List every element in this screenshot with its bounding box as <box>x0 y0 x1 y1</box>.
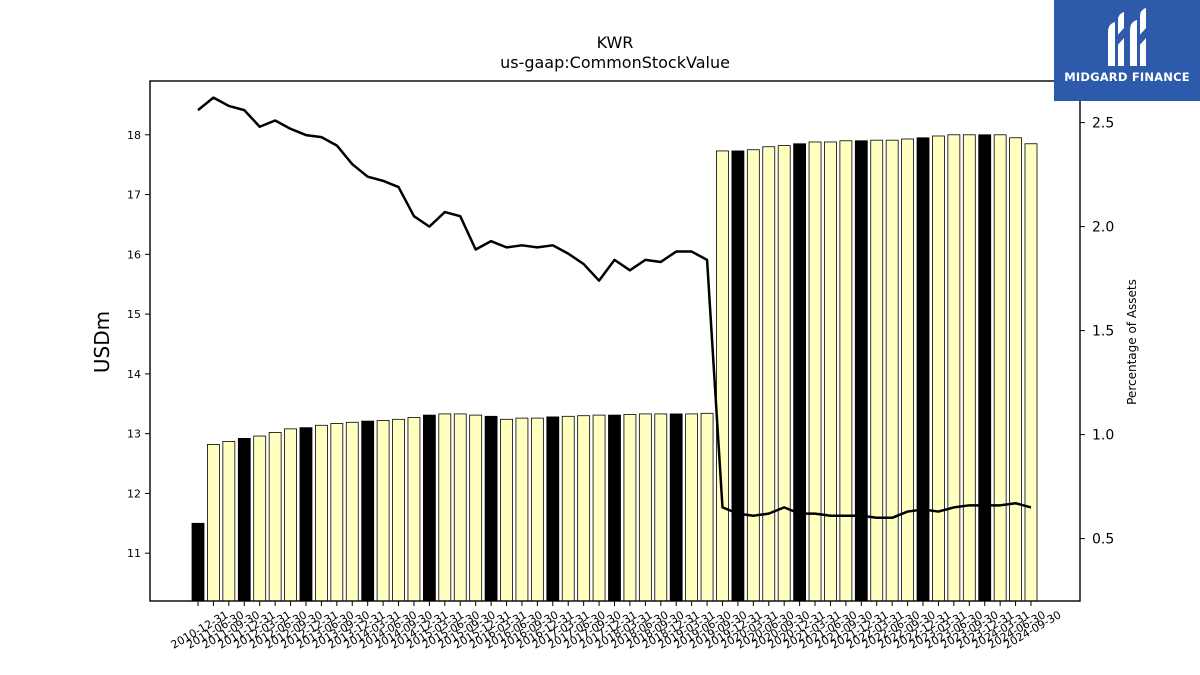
bar <box>993 134 1007 602</box>
bar <box>654 413 668 602</box>
bar <box>299 427 313 602</box>
y2-tick-label: 2.5 <box>1092 116 1114 132</box>
bar <box>824 141 837 602</box>
bar <box>500 418 513 602</box>
y-tick-label: 15 <box>127 308 141 321</box>
bar <box>777 145 791 602</box>
logo-mark-icon <box>1108 8 1146 66</box>
y2-tick-label: 2.0 <box>1092 220 1114 236</box>
bar <box>746 149 760 602</box>
bar <box>530 417 544 602</box>
y-tick-label: 14 <box>127 368 141 381</box>
bar <box>839 140 853 602</box>
bar <box>253 435 267 602</box>
line-group <box>197 96 1032 520</box>
y-axis-label: USDm <box>90 311 114 373</box>
bar <box>901 138 914 602</box>
bar <box>438 413 452 602</box>
bar <box>577 415 591 602</box>
x-axis: 2010-12-312011-06-302011-09-302011-12-31… <box>169 601 1064 652</box>
bar <box>484 415 498 602</box>
bar <box>469 414 483 602</box>
bar <box>638 413 652 602</box>
bar <box>237 438 251 602</box>
bar <box>546 416 560 602</box>
bar <box>268 432 282 602</box>
bar <box>392 418 405 602</box>
y-tick-label: 12 <box>127 487 141 500</box>
y2-axis-label: Percentage of Assets <box>1125 279 1139 405</box>
y2-tick-label: 1.0 <box>1092 428 1114 444</box>
bar <box>453 413 467 602</box>
bar <box>284 428 297 602</box>
series-line <box>197 96 1032 520</box>
bar <box>947 134 961 602</box>
bar <box>685 413 699 602</box>
y-axis-left: 11 12 13 14 15 16 17 18 <box>127 129 150 560</box>
bar <box>361 420 375 602</box>
bar <box>793 143 807 602</box>
chart-subtitle: us-gaap:CommonStockValue <box>500 53 730 72</box>
bar <box>870 139 884 602</box>
y-tick-label: 17 <box>127 189 141 202</box>
y-axis-right: 0.5 1.0 1.5 2.0 2.5 <box>1080 116 1114 548</box>
bar <box>207 443 220 602</box>
bar <box>608 414 621 602</box>
bar <box>700 412 714 602</box>
bar <box>716 150 729 602</box>
bar <box>376 420 390 602</box>
y-tick-label: 18 <box>127 129 141 142</box>
bar <box>623 414 637 602</box>
bar <box>962 134 976 602</box>
bar <box>885 139 899 602</box>
bar <box>978 134 992 602</box>
y2-tick-label: 0.5 <box>1092 532 1114 548</box>
bar <box>932 135 945 602</box>
bar <box>330 423 344 602</box>
bar <box>762 146 776 602</box>
y-tick-label: 13 <box>127 428 141 441</box>
bar <box>1024 143 1038 602</box>
bar <box>191 522 205 602</box>
bar <box>345 421 359 602</box>
bar <box>669 413 683 602</box>
bar <box>515 417 529 602</box>
bar <box>407 417 421 602</box>
bar <box>561 415 575 602</box>
logo-text: MIDGARD FINANCE <box>1064 70 1190 84</box>
bar <box>731 150 745 602</box>
bar <box>808 141 822 602</box>
bar <box>854 140 868 602</box>
bar <box>1009 137 1022 602</box>
bar <box>592 414 606 602</box>
brand-logo: MIDGARD FINANCE <box>1054 0 1200 101</box>
y2-tick-label: 1.5 <box>1092 324 1114 340</box>
y-tick-label: 11 <box>127 547 141 560</box>
bar <box>222 441 236 602</box>
bar <box>916 137 930 602</box>
chart-title: KWR <box>597 33 634 52</box>
bar <box>315 424 328 602</box>
bar <box>422 414 436 602</box>
y-tick-label: 16 <box>127 248 141 261</box>
bars-group <box>191 134 1038 602</box>
